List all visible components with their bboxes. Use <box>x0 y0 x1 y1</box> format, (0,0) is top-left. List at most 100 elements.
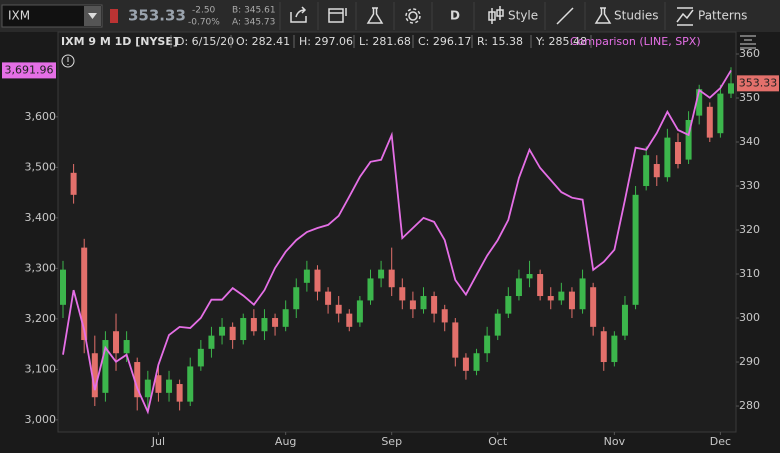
candle-body <box>558 291 565 301</box>
x-tick-label: Jul <box>151 435 165 448</box>
x-tick-label: Nov <box>604 435 626 448</box>
candle-body <box>484 335 491 354</box>
status-icon <box>110 9 118 23</box>
candle-body <box>473 353 480 371</box>
scale-icon[interactable] <box>740 35 756 49</box>
candle-body <box>356 300 363 323</box>
candle-body <box>91 353 98 398</box>
candle-body <box>229 326 236 341</box>
ask: A: 345.73 <box>232 18 275 28</box>
candle-body <box>367 278 374 301</box>
last-price: 353.33 <box>128 7 186 25</box>
y-tick-label: 3,100 <box>25 362 57 375</box>
candle-body <box>452 322 459 358</box>
period[interactable]: D <box>450 9 460 23</box>
candle-body <box>728 83 734 94</box>
candle-body <box>134 362 141 398</box>
y-tick-label: 3,200 <box>25 312 57 325</box>
info-item: R: 15.38 <box>477 35 523 48</box>
candle-body <box>579 278 586 310</box>
x-tick-label: Dec <box>710 435 731 448</box>
price-badge-label: 353.33 <box>739 76 778 89</box>
style-button[interactable]: Style <box>508 9 538 23</box>
y-tick-label: 3,400 <box>25 211 57 224</box>
candle-body <box>176 384 183 402</box>
candle-body <box>674 142 681 165</box>
candle-body <box>314 269 321 292</box>
x-tick-label: Oct <box>488 435 508 448</box>
plot-area <box>57 31 737 433</box>
info-item: O: 282.41 <box>236 35 290 48</box>
y2-tick-label: 280 <box>739 399 760 412</box>
info-item: Y: 285.48 <box>535 35 587 48</box>
candle-body <box>144 379 151 398</box>
candle-body <box>696 89 703 116</box>
y-tick-label: 3,000 <box>25 413 57 426</box>
bid: B: 345.61 <box>232 6 276 16</box>
candle-body <box>494 313 501 336</box>
symbol: IXM <box>8 9 30 23</box>
y2-tick-label: 360 <box>739 47 760 60</box>
candle-body <box>399 287 406 301</box>
patterns-button[interactable]: Patterns <box>698 9 747 23</box>
candle-body <box>515 278 522 297</box>
toolbar <box>0 0 780 32</box>
y-tick-label: 3,300 <box>25 261 57 274</box>
symbol-input[interactable] <box>1 4 103 28</box>
candle-body <box>123 340 130 354</box>
candle-body <box>685 120 692 160</box>
candle-body <box>113 331 120 354</box>
candle-body <box>346 313 353 327</box>
candle-body <box>240 318 247 341</box>
candle-body <box>166 379 173 393</box>
alert-icon[interactable] <box>61 54 75 68</box>
y2-tick-label: 310 <box>739 267 760 280</box>
candle-body <box>664 137 671 178</box>
info-item: IXM 9 M 1D [NYSE] <box>61 35 178 48</box>
studies-button[interactable]: Studies <box>614 9 659 23</box>
candle-body <box>102 340 109 393</box>
candle-body <box>431 296 438 314</box>
x-tick-label: Sep <box>381 435 402 448</box>
info-line: IXM 9 M 1D [NYSE]D: 6/15/20 O: 282.41 H: 2… <box>61 35 701 48</box>
comparison-line <box>62 69 732 415</box>
candle-body <box>590 287 597 327</box>
candle-body <box>208 335 215 349</box>
candle-body <box>325 291 332 305</box>
info-separators <box>170 35 592 48</box>
toolbar-icons[interactable] <box>290 6 694 26</box>
candle-body <box>293 287 300 310</box>
candle-body <box>706 106 713 138</box>
candle-body <box>197 348 204 367</box>
comparison-badge <box>2 62 56 79</box>
candle-body <box>261 318 268 332</box>
candle-body <box>526 274 533 279</box>
price-badge <box>737 75 779 92</box>
candle-body <box>717 93 724 134</box>
candle-body <box>537 274 544 297</box>
y-tick-label: 3,500 <box>25 160 57 173</box>
candle-body <box>378 269 385 279</box>
y2-tick-label: 320 <box>739 223 760 236</box>
info-item: C: 296.17 <box>418 35 471 48</box>
candle-body <box>60 269 66 305</box>
change-pct: -0.70% <box>188 18 220 28</box>
candle-body <box>568 291 575 310</box>
legend-entry: Comparison (LINE, SPX) <box>570 35 701 48</box>
candle-body <box>462 357 469 371</box>
dropdown-arrow <box>88 13 97 19</box>
y2-tick-label: 330 <box>739 179 760 192</box>
change: -2.50 <box>192 6 216 16</box>
candle-body <box>441 309 448 323</box>
comparison-badge-label: 3,691.96 <box>5 63 54 76</box>
y2-tick-label: 340 <box>739 135 760 148</box>
candle-body <box>219 326 226 336</box>
candle-body <box>611 335 618 363</box>
info-item: D: 6/15/20 <box>176 35 234 48</box>
candle-body <box>547 296 554 301</box>
info-item: H: 297.06 <box>299 35 353 48</box>
candle-body <box>187 366 194 402</box>
candle-body <box>600 331 607 363</box>
